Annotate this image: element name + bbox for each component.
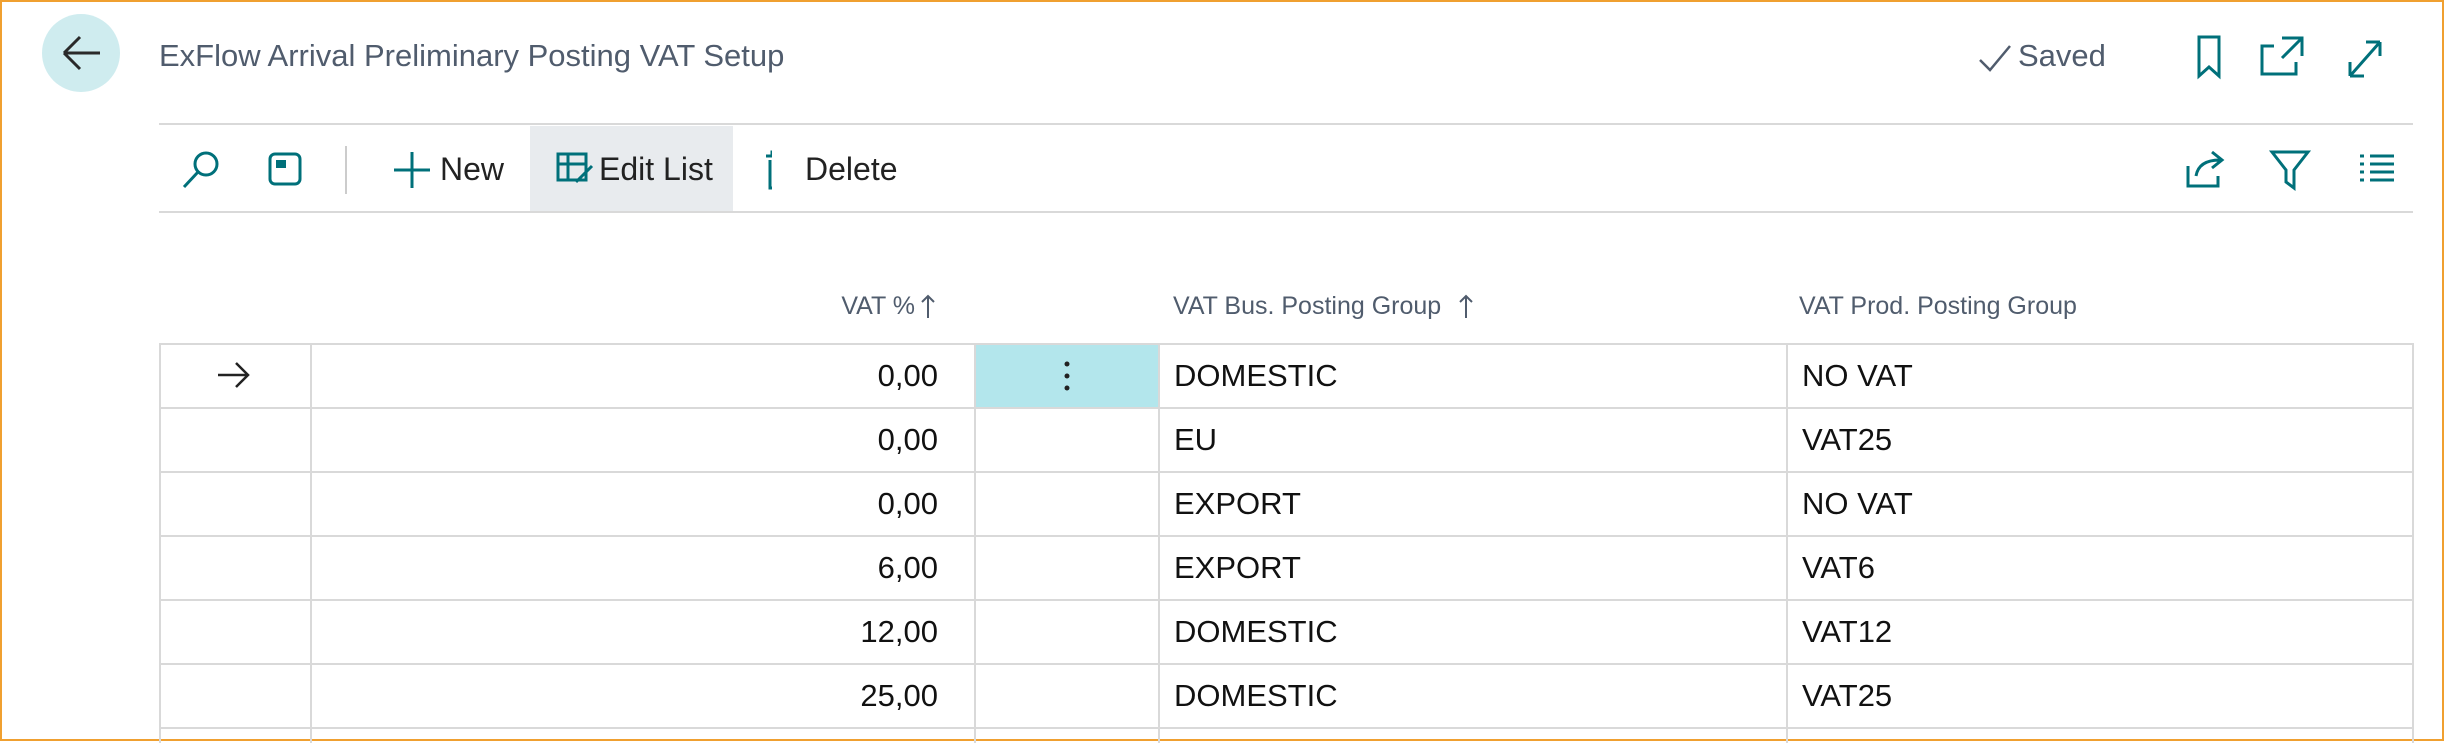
row-line — [159, 727, 2413, 729]
header-actions — [2197, 35, 2382, 80]
divider — [159, 123, 2413, 125]
vat-percent: 0,00 — [877, 358, 938, 393]
col-line — [2412, 343, 2414, 743]
vat-prod-group: VAT25 — [1802, 422, 1893, 457]
delete-icon — [766, 150, 772, 190]
vat-percent: 0,00 — [877, 422, 938, 457]
vat-bus-group: DOMESTIC — [1174, 358, 1338, 393]
toolbar-icons — [182, 146, 772, 194]
sort-icon — [1459, 294, 1473, 318]
row-line — [159, 535, 2413, 537]
list-icon[interactable] — [2360, 154, 2394, 182]
save-status: Saved — [2018, 38, 2106, 73]
layout-icon[interactable] — [268, 152, 302, 186]
vat-prod-group: NO VAT — [1802, 358, 1913, 393]
col-line — [1158, 343, 1160, 743]
current-row-icon — [218, 362, 250, 388]
expand-icon[interactable] — [2348, 40, 2382, 78]
row-line — [159, 407, 2413, 409]
delete-button[interactable]: Delete — [805, 151, 898, 187]
vat-prod-group: VAT12 — [1802, 614, 1893, 649]
vat-percent: 25,00 — [860, 678, 938, 713]
edit-list-button[interactable]: Edit List — [599, 151, 713, 187]
vat-percent: 0,00 — [877, 486, 938, 521]
filter-icon[interactable] — [2268, 150, 2312, 191]
vat-prod-group: VAT6 — [1802, 550, 1875, 585]
share-icon[interactable] — [2186, 150, 2225, 188]
vat-bus-group: DOMESTIC — [1174, 614, 1338, 649]
row-line — [159, 663, 2413, 665]
open-new-icon[interactable] — [2260, 36, 2304, 76]
row-line — [159, 471, 2413, 473]
vat-bus-group: EU — [1174, 422, 1218, 457]
page-title: ExFlow Arrival Preliminary Posting VAT S… — [159, 38, 785, 73]
row-line — [159, 343, 2413, 345]
saved-check — [1979, 45, 2011, 72]
edit-list-icon — [556, 152, 588, 182]
column-header[interactable]: VAT Prod. Posting Group — [1799, 292, 2077, 320]
vat-bus-group: EXPORT — [1174, 550, 1301, 585]
vat-bus-group: EXPORT — [1174, 486, 1301, 521]
col-line — [159, 343, 161, 743]
back-icon — [62, 35, 100, 71]
edit-list-bg — [530, 126, 733, 211]
sort-icon — [921, 294, 935, 318]
vat-percent: 12,00 — [860, 614, 938, 649]
column-header[interactable]: VAT % — [841, 292, 915, 320]
vat-prod-group: NO VAT — [1802, 486, 1913, 521]
more-icon — [1064, 361, 1070, 391]
col-line — [974, 343, 976, 743]
bookmark-icon[interactable] — [2197, 35, 2221, 80]
toolbar-right-icons — [2186, 150, 2394, 191]
vat-prod-group: VAT25 — [1802, 678, 1893, 713]
vat-percent: 6,00 — [877, 550, 938, 585]
column-header[interactable]: VAT Bus. Posting Group — [1173, 292, 1442, 320]
search-icon[interactable] — [193, 151, 219, 177]
row-line — [159, 599, 2413, 601]
row-actions-cell[interactable] — [975, 344, 1159, 407]
col-line — [310, 343, 312, 743]
new-button[interactable]: New — [440, 151, 505, 187]
col-line — [1786, 343, 1788, 743]
back-button[interactable] — [42, 14, 120, 92]
divider — [159, 211, 2413, 213]
vat-bus-group: DOMESTIC — [1174, 678, 1338, 713]
new-icon — [394, 152, 430, 188]
